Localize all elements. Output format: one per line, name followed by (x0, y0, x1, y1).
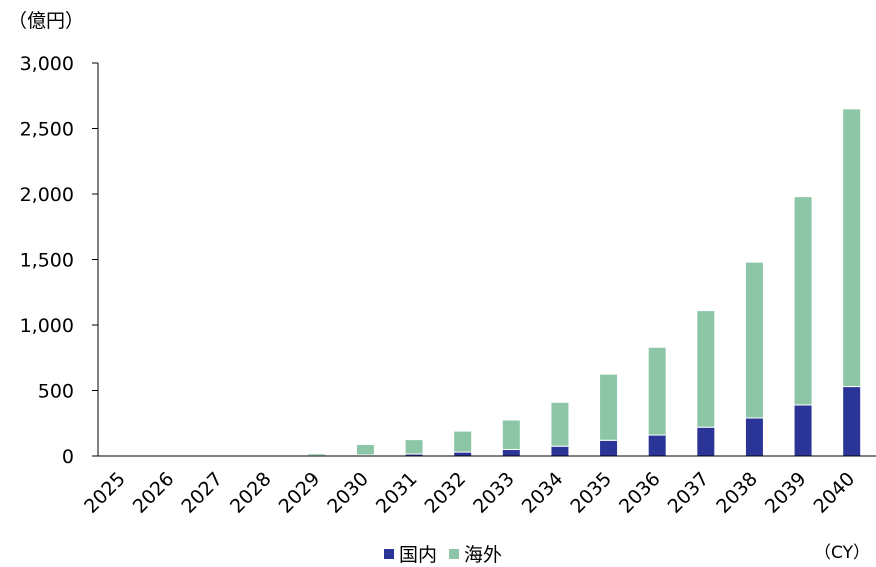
bar-domestic (599, 439, 619, 457)
bar-overseas (744, 261, 764, 419)
bar-overseas (550, 401, 570, 447)
x-unit-label: （CY） (814, 543, 870, 563)
bar-overseas (696, 310, 716, 428)
bars (210, 108, 862, 457)
x-tick-label: 2036 (615, 468, 665, 518)
y-tick-label: 0 (62, 446, 74, 468)
y-tick-label: 500 (38, 381, 74, 403)
x-tick-label: 2027 (177, 468, 227, 518)
x-tick-label: 2040 (809, 468, 859, 518)
y-tick-label: 2,000 (20, 184, 74, 206)
x-tick-label: 2038 (712, 468, 762, 518)
bar-domestic (744, 417, 764, 457)
bar-domestic (550, 445, 570, 457)
bar-domestic (453, 451, 473, 457)
bar-overseas (647, 346, 667, 436)
bar-overseas (307, 453, 327, 457)
x-tick-label: 2028 (226, 468, 276, 518)
bar-overseas (355, 443, 375, 456)
x-tick-label: 2032 (420, 468, 470, 518)
x-tick-label: 2035 (566, 468, 616, 518)
bar-overseas (404, 439, 424, 455)
x-tick-label: 2029 (275, 468, 325, 518)
legend-item-overseas: 海外 (449, 540, 502, 567)
bar-overseas (793, 196, 813, 406)
y-tick-label: 1,000 (20, 315, 74, 337)
bar-overseas (599, 373, 619, 441)
x-tick-label: 2030 (323, 468, 373, 518)
y-unit-label: （億円） (8, 10, 85, 32)
x-axis: 2025202620272028202920302031203220332034… (80, 455, 876, 518)
legend: 国内 海外 (384, 540, 514, 567)
bar-domestic (647, 434, 667, 457)
x-tick-label: 2039 (761, 468, 811, 518)
bar-overseas (501, 419, 521, 450)
bar-domestic (793, 404, 813, 457)
legend-label-domestic: 国内 (399, 544, 438, 566)
bar-overseas (453, 430, 473, 453)
legend-item-domestic: 国内 (384, 540, 437, 567)
x-tick-label: 2025 (80, 468, 130, 518)
y-axis: 0 500 1,000 1,500 2,000 2,500 3,000 (20, 53, 99, 468)
x-tick-label: 2033 (469, 468, 519, 518)
bar-overseas (842, 108, 862, 388)
legend-label-overseas: 海外 (464, 544, 503, 566)
y-tick-label: 1,500 (20, 250, 74, 272)
x-tick-label: 2026 (129, 468, 179, 518)
x-tick-label: 2031 (372, 468, 422, 518)
legend-swatch-domestic (384, 548, 394, 559)
bar-domestic (696, 426, 716, 457)
bar-domestic (501, 448, 521, 457)
y-tick-label: 3,000 (20, 53, 74, 75)
legend-swatch-overseas (449, 548, 460, 559)
x-tick-label: 2034 (518, 468, 568, 518)
x-tick-label: 2037 (664, 468, 714, 518)
y-tick-label: 2,500 (20, 119, 74, 141)
bar-domestic (842, 386, 862, 457)
